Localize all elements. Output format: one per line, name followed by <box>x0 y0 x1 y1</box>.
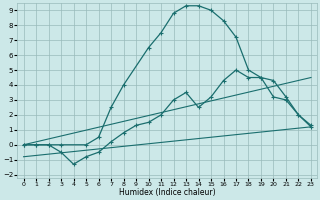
X-axis label: Humidex (Indice chaleur): Humidex (Indice chaleur) <box>119 188 216 197</box>
